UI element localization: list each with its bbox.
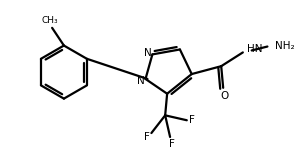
- Text: HN: HN: [247, 45, 262, 55]
- Text: N: N: [144, 48, 151, 58]
- Text: F: F: [144, 132, 149, 142]
- Text: F: F: [189, 115, 195, 125]
- Text: CH₃: CH₃: [42, 16, 58, 25]
- Text: F: F: [169, 139, 175, 149]
- Text: O: O: [220, 91, 228, 101]
- Text: NH₂: NH₂: [275, 41, 295, 51]
- Text: N: N: [137, 76, 145, 86]
